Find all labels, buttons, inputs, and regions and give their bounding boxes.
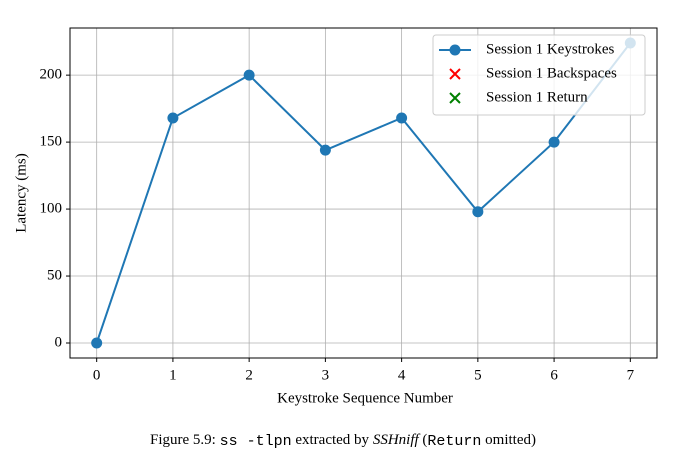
caption-part: Return <box>427 433 481 450</box>
caption-part: omitted) <box>481 432 536 448</box>
caption-part: ( <box>419 432 428 448</box>
caption-part: Figure 5.9: <box>150 432 220 448</box>
x-tick-label: 5 <box>474 367 482 383</box>
legend-marker <box>449 44 461 56</box>
point <box>91 337 103 349</box>
legend: Session 1 Keystrokes Session 1 Backspaces… <box>432 34 646 116</box>
x-axis-label: Keystroke Sequence Number <box>277 390 453 406</box>
legend-label: Session 1 Return <box>486 89 588 105</box>
y-axis-label: Latency (ms) <box>13 153 29 233</box>
series-line <box>95 42 632 344</box>
legend-box <box>432 34 646 116</box>
point <box>167 112 179 124</box>
point <box>548 136 560 148</box>
y-tick-label: 100 <box>40 201 63 217</box>
x-tick-label: 7 <box>627 367 635 383</box>
marker <box>449 68 461 80</box>
point <box>319 144 331 156</box>
point <box>243 69 255 81</box>
x-tick-label: 1 <box>169 367 177 383</box>
x-tick-label: 3 <box>322 367 330 383</box>
caption-part: extracted by <box>292 432 373 448</box>
point <box>472 206 484 218</box>
caption: Figure 5.9: ss -tlpn extracted by SSHnif… <box>150 432 536 450</box>
caption-part: SSHniff <box>373 432 421 448</box>
x-tick-label: 0 <box>93 367 101 383</box>
legend-label: Session 1 Keystrokes <box>486 41 614 57</box>
x-tick-label: 2 <box>245 367 253 383</box>
x-tick-label: 4 <box>398 367 406 383</box>
plot-frame <box>69 27 658 359</box>
y-tick-label: 200 <box>40 67 63 83</box>
y-tick-label: 50 <box>47 267 62 283</box>
legend-label: Session 1 Backspaces <box>486 65 617 81</box>
caption-part: ss -tlpn <box>220 433 292 450</box>
x-tick-label: 6 <box>550 367 558 383</box>
y-tick-label: 0 <box>55 334 63 350</box>
point <box>396 112 408 124</box>
y-tick-label: 150 <box>40 134 63 150</box>
marker <box>449 92 461 104</box>
